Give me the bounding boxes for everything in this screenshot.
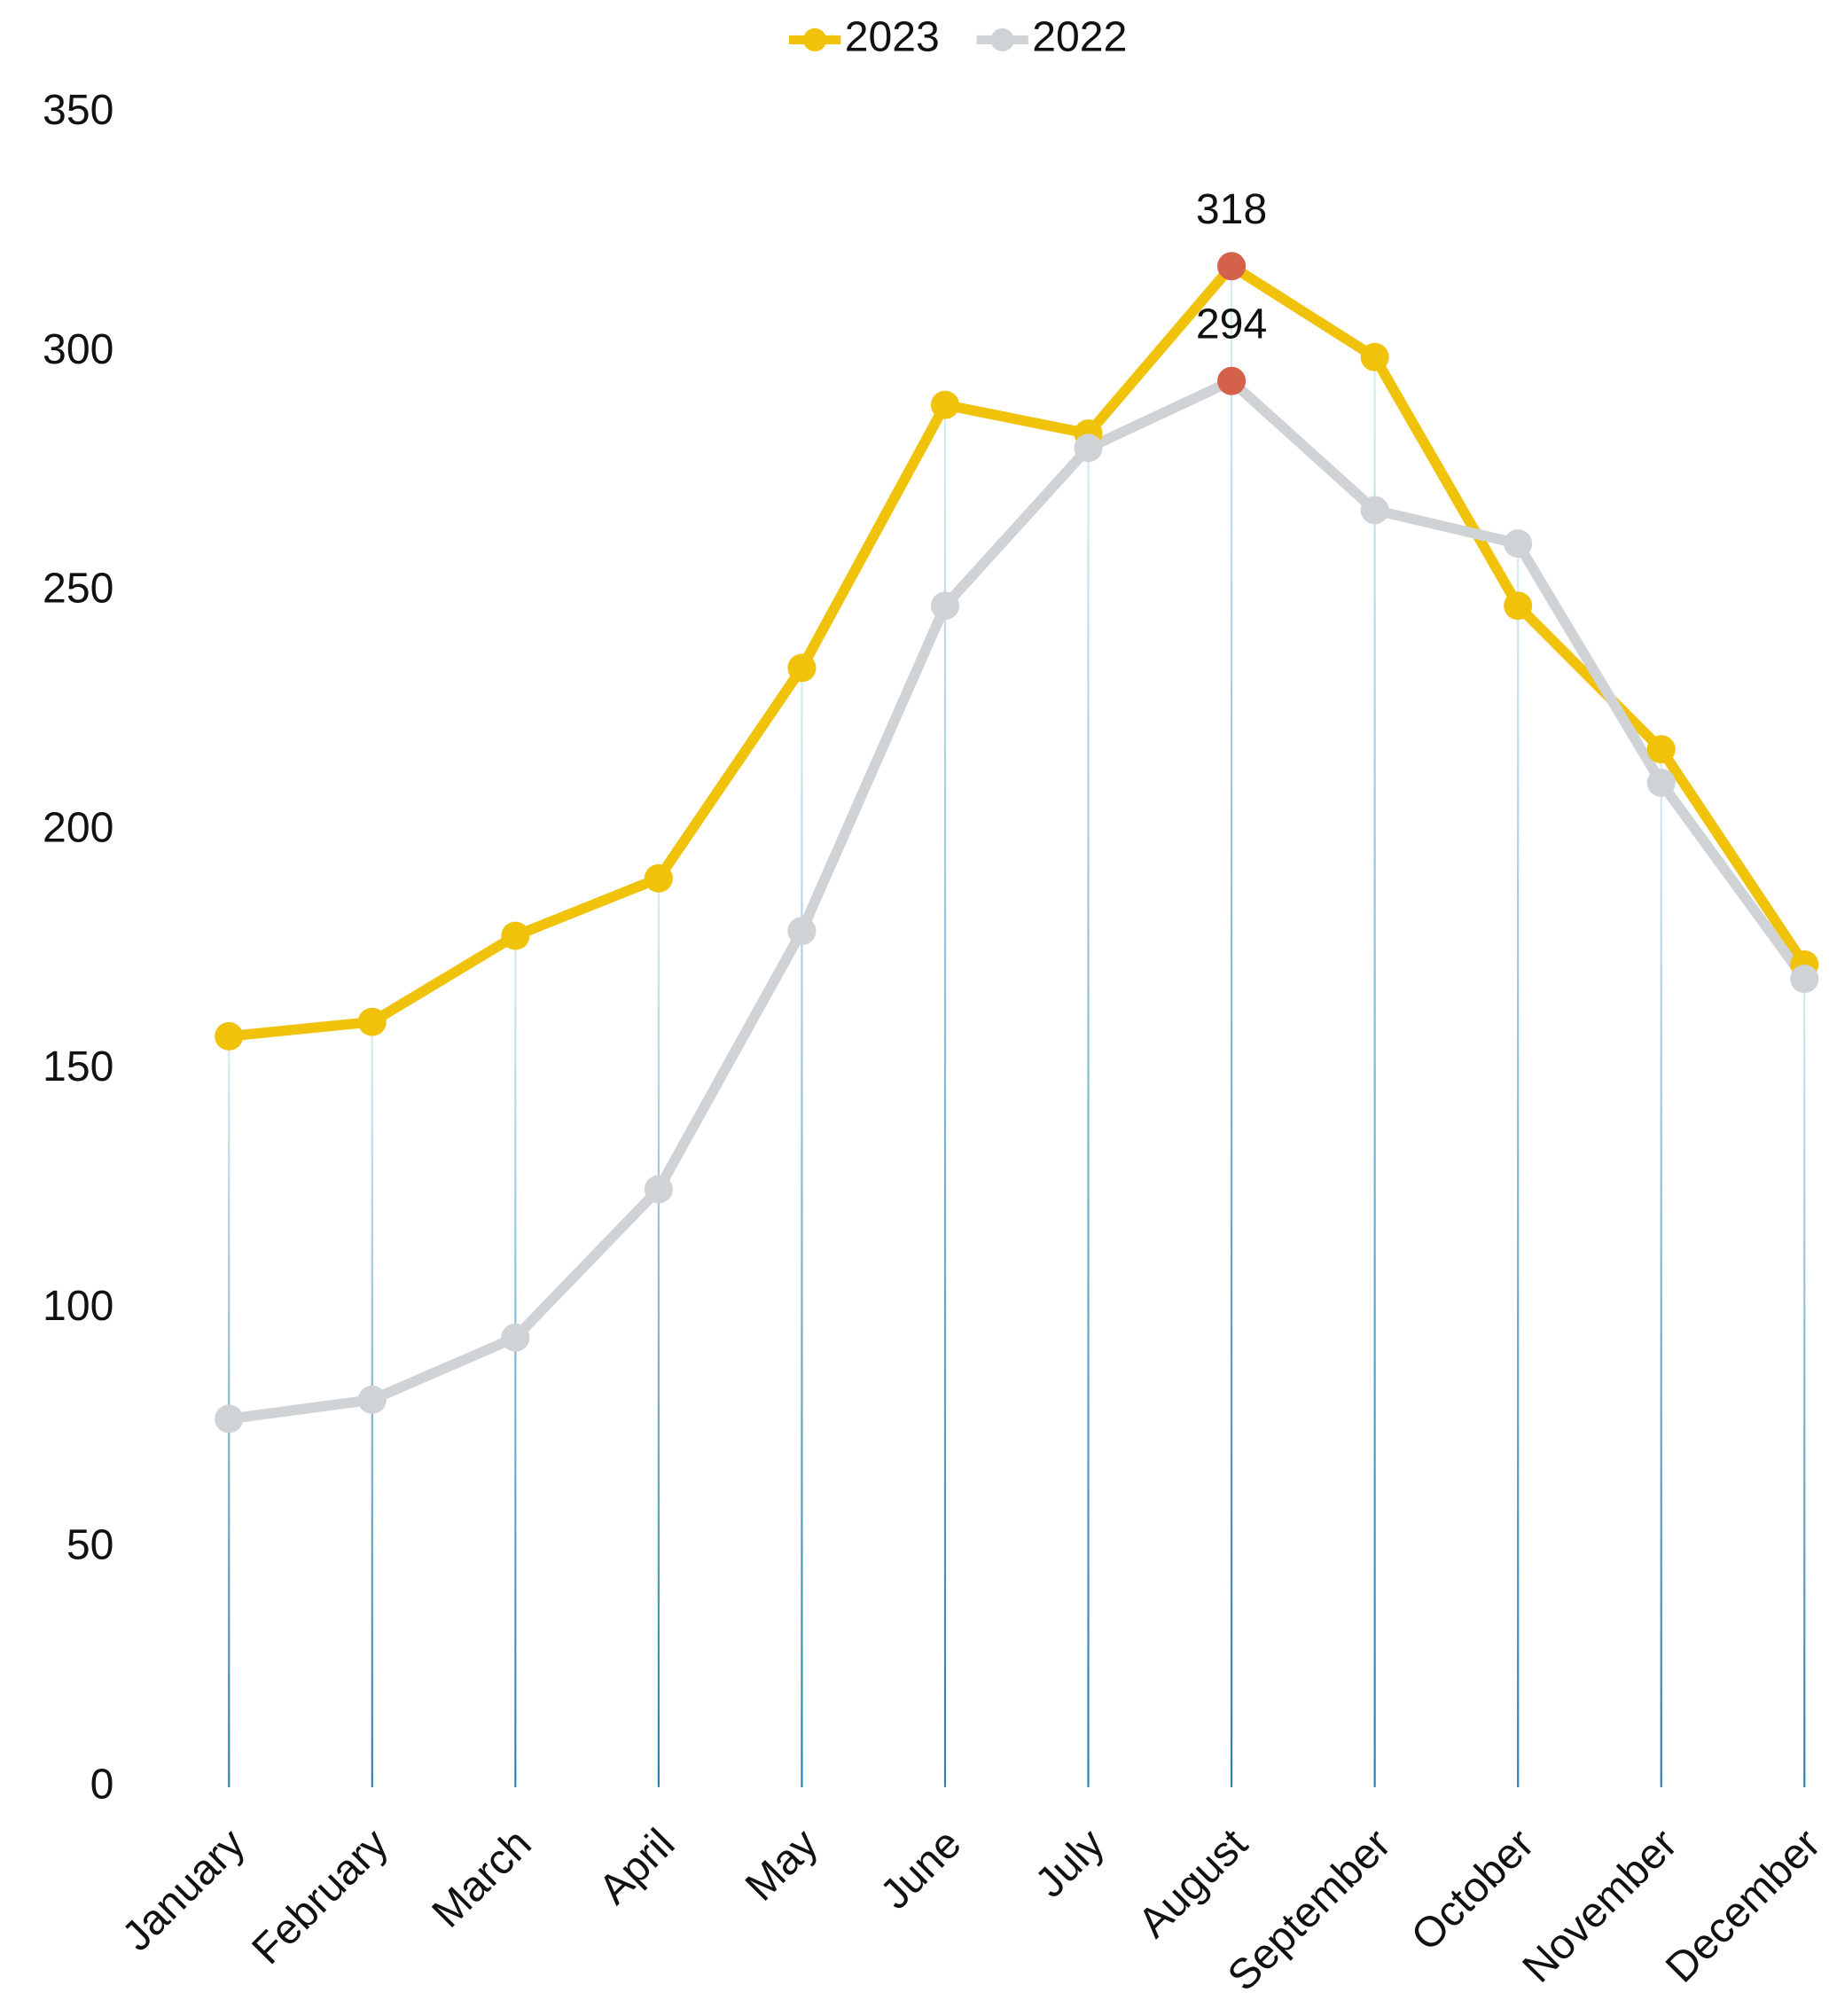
point (1504, 529, 1533, 559)
series-line (228, 375, 1809, 1425)
series-line (228, 261, 1809, 1042)
point (930, 591, 960, 621)
x-tick-label: August (1129, 1820, 1257, 1947)
point (1504, 591, 1533, 621)
y-tick-label: 0 (90, 1762, 114, 1809)
point (1074, 434, 1103, 463)
point (1360, 342, 1389, 371)
point (215, 1021, 244, 1051)
data-label: 294 (1196, 301, 1267, 348)
point (501, 1323, 530, 1352)
y-tick-label: 50 (66, 1522, 114, 1569)
y-tick-label: 350 (43, 87, 113, 134)
point (501, 921, 530, 950)
point (787, 917, 817, 946)
x-tick-label: December (1657, 1820, 1829, 1991)
point (357, 1385, 387, 1414)
point (644, 1175, 673, 1204)
legend-marker (803, 27, 827, 52)
x-tick-label: January (113, 1820, 254, 1960)
y-tick-label: 300 (43, 326, 113, 373)
data-label: 318 (1196, 186, 1267, 233)
point (357, 1007, 387, 1036)
x-tick-label: February (243, 1820, 397, 1973)
y-tick-label: 200 (43, 805, 113, 852)
point (1646, 735, 1676, 764)
point (215, 1404, 244, 1434)
point (1217, 252, 1247, 281)
y-tick-label: 150 (43, 1043, 113, 1090)
legend: 2023 2022 (788, 14, 1127, 61)
x-tick-label: April (590, 1820, 684, 1913)
point (1360, 496, 1389, 525)
x-tick-label: May (737, 1820, 827, 1910)
point (787, 653, 817, 683)
legend-label: 2022 (1032, 14, 1127, 61)
x-tick-label: November (1514, 1820, 1687, 1991)
legend-label: 2023 (845, 14, 940, 61)
x-tick-label: June (872, 1820, 970, 1918)
point (644, 863, 673, 893)
point (1646, 768, 1676, 797)
point (930, 390, 960, 419)
x-tick-label: October (1403, 1820, 1544, 1960)
legend-marker (990, 27, 1014, 52)
x-tick-label: July (1027, 1820, 1114, 1907)
y-tick-label: 100 (43, 1283, 113, 1330)
y-tick-label: 250 (43, 566, 113, 613)
point (1790, 965, 1819, 994)
x-tick-label: March (424, 1820, 541, 1936)
point (1217, 366, 1247, 395)
